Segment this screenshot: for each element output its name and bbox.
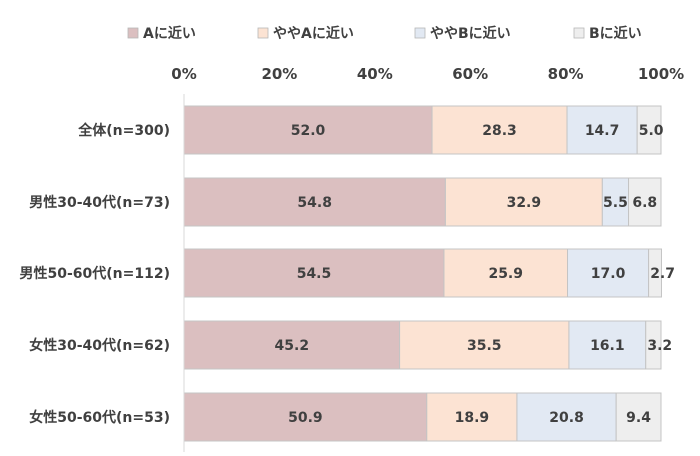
bar-segment: [645, 320, 662, 370]
category-label: 男性50-60代(n=112): [20, 265, 171, 282]
legend-swatch-2: [257, 27, 269, 39]
data-label: 35.5: [467, 338, 502, 354]
data-label: 5.5: [603, 195, 628, 211]
data-label: 9.4: [626, 410, 651, 426]
data-label: 16.1: [590, 338, 625, 354]
category-label: 女性30-40代(n=62): [29, 337, 170, 354]
bar-segment: [516, 392, 617, 442]
legend-label-4: Bに近い: [589, 25, 642, 42]
data-label: 25.9: [488, 266, 523, 282]
data-label: 3.2: [647, 338, 672, 354]
bar-segment: [426, 392, 518, 442]
bar-segment: [183, 177, 446, 227]
bar-segment: [566, 105, 638, 155]
bar-segment: [648, 248, 662, 298]
category-label: 女性50-60代(n=53): [29, 409, 170, 426]
data-label: 50.9: [288, 410, 323, 426]
data-label: 54.5: [297, 266, 332, 282]
bar-segment: [628, 177, 662, 227]
x-tick-label: 80%: [548, 65, 584, 83]
category-label: 男性30-40代(n=73): [29, 194, 170, 211]
bar-segment: [615, 392, 662, 442]
legend-label-3: ややBに近い: [430, 25, 511, 42]
data-label: 45.2: [275, 338, 310, 354]
data-label: 6.8: [632, 195, 657, 211]
data-label: 14.7: [585, 123, 620, 139]
data-label: 52.0: [291, 123, 326, 139]
x-tick-label: 40%: [357, 65, 393, 83]
data-label: 2.7: [650, 266, 675, 282]
data-label: 20.8: [549, 410, 584, 426]
category-label: 全体(n=300): [77, 122, 170, 139]
legend-label-2: ややAに近い: [273, 25, 354, 42]
data-label: 32.9: [507, 195, 542, 211]
legend-swatch-1: [127, 27, 139, 39]
bar-segment: [601, 177, 630, 227]
data-label: 5.0: [639, 123, 664, 139]
legend-label-1: Aに近い: [143, 25, 196, 42]
x-tick-label: 20%: [261, 65, 297, 83]
x-tick-label: 60%: [452, 65, 488, 83]
data-label: 18.9: [455, 410, 490, 426]
bar-segment: [636, 105, 662, 155]
x-tick-label: 0%: [171, 65, 196, 83]
bar-segment: [568, 320, 647, 370]
bar-segment: [431, 105, 568, 155]
bar-segment: [183, 320, 401, 370]
bar-segment: [183, 392, 428, 442]
bar-segment: [567, 248, 650, 298]
bar-segment: [443, 248, 569, 298]
bar-segment: [183, 105, 433, 155]
legend-swatch-4: [573, 27, 585, 39]
legend-swatch-3: [414, 27, 426, 39]
data-label: 17.0: [591, 266, 626, 282]
x-tick-label: 100%: [638, 65, 684, 83]
data-label: 54.8: [297, 195, 332, 211]
bar-segment: [399, 320, 570, 370]
bar-segment: [444, 177, 603, 227]
data-label: 28.3: [482, 123, 517, 139]
